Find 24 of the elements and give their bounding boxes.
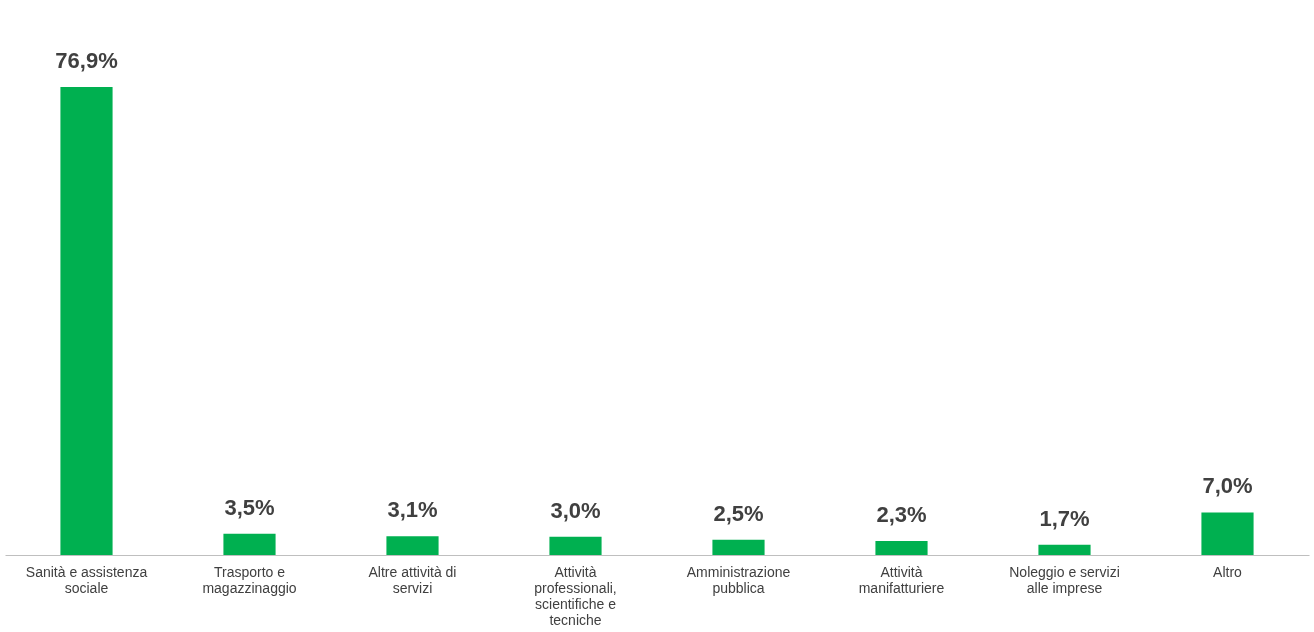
bar xyxy=(875,541,928,555)
data-label: 76,9% xyxy=(55,48,118,73)
bar xyxy=(1038,544,1091,555)
data-label: 3,5% xyxy=(224,494,275,520)
x-tick-label: Sanità e assistenza sociale xyxy=(25,563,148,596)
bar xyxy=(386,536,439,555)
data-label: 3,1% xyxy=(387,497,438,523)
bar xyxy=(1201,512,1254,555)
x-tick-label: Altre attività di servizi xyxy=(368,563,457,596)
data-label: 1,7% xyxy=(1039,505,1090,531)
data-label: 3,0% xyxy=(550,497,601,523)
x-tick-label: Attività professionali, scientifiche e tecniche xyxy=(534,563,617,628)
x-tick-label: Amministrazione pubblica xyxy=(686,563,791,596)
bar xyxy=(712,539,765,555)
bar xyxy=(223,533,276,555)
x-tick-label: Attività manifatturiere xyxy=(858,563,945,596)
x-tick-label: Altro xyxy=(1213,563,1243,580)
x-tick-label: Trasporto e magazzinaggio xyxy=(202,563,297,596)
x-tick-label: Noleggio e servizi alle imprese xyxy=(1009,563,1120,596)
data-label: 2,5% xyxy=(713,500,764,526)
bar xyxy=(60,87,113,555)
data-label: 7,0% xyxy=(1202,473,1253,499)
data-label: 2,3% xyxy=(876,502,927,527)
bar xyxy=(549,536,602,555)
